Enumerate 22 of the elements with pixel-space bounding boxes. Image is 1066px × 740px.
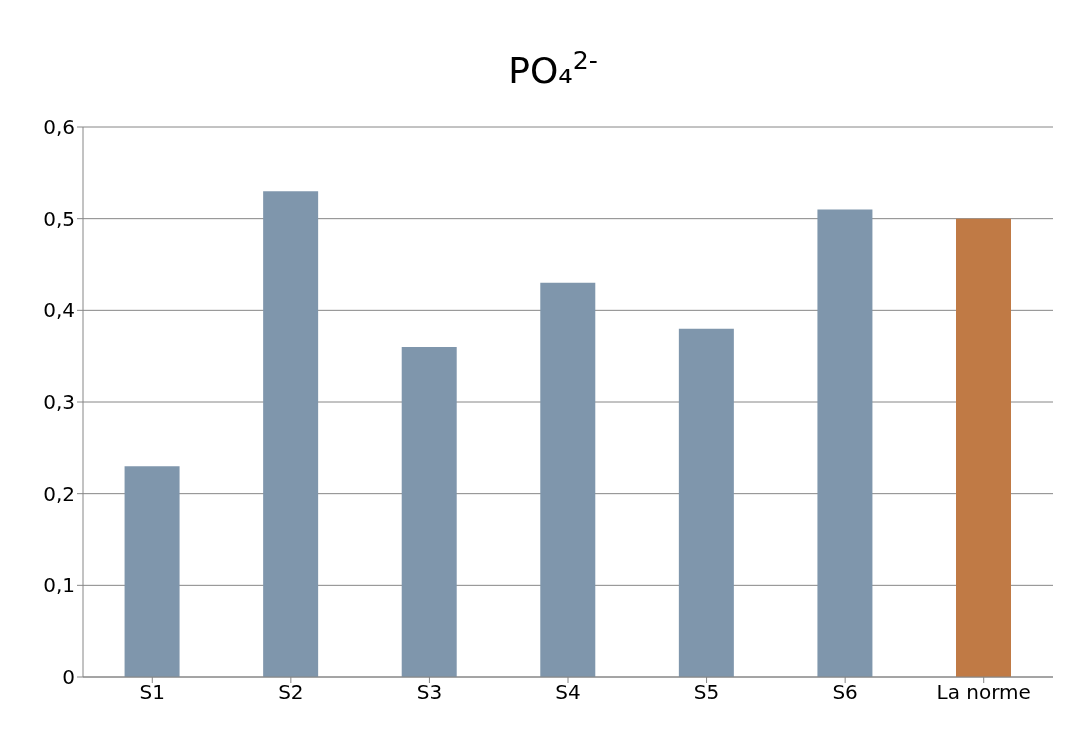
x-tick-label: S6 (832, 680, 858, 705)
bar (401, 347, 457, 677)
x-tick-label: La norme (936, 680, 1031, 705)
y-tick-label: 0,1 (43, 573, 75, 598)
y-tick-label: 0,5 (43, 206, 75, 231)
x-tick-label: S1 (139, 680, 165, 705)
bar (956, 218, 1011, 677)
y-tick-label: 0,3 (43, 390, 75, 415)
x-tick-label: S2 (278, 680, 304, 705)
y-tick-label: 0 (62, 665, 75, 690)
y-tick-label: 0,6 (43, 115, 75, 140)
bar (263, 191, 319, 677)
y-tick-label: 0,4 (43, 298, 75, 323)
x-tick-label: S5 (693, 680, 720, 705)
chart-title: PO₄$^{2-}$ (508, 45, 598, 91)
bar (678, 328, 734, 677)
bar (540, 282, 596, 677)
bar (817, 209, 873, 677)
bar (124, 466, 180, 677)
x-tick-label: S4 (555, 680, 581, 705)
x-tick-label: S3 (416, 680, 443, 705)
y-tick-label: 0,2 (43, 481, 75, 506)
